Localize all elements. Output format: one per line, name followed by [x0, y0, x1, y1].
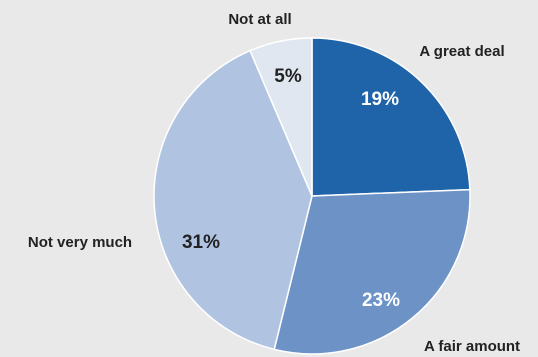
pie-slice-a-great-deal — [311, 37, 471, 197]
pie-slice-not-at-all — [249, 37, 313, 197]
slice-value-label-a-fair-amount: 23% — [362, 290, 400, 311]
slice-value-label-not-at-all: 5% — [274, 66, 302, 87]
slice-value-label-a-great-deal: 19% — [361, 89, 399, 110]
slice-category-label-not-very-much: Not very much — [28, 234, 132, 251]
slice-category-label-not-at-all: Not at all — [228, 11, 291, 28]
pie-slice-a-fair-amount — [273, 188, 471, 355]
pie-slice-not-very-much — [153, 49, 313, 351]
slice-category-label-a-fair-amount: A fair amount — [424, 338, 520, 355]
slice-value-label-not-very-much: 31% — [182, 232, 220, 253]
slice-category-label-a-great-deal: A great deal — [419, 43, 504, 60]
